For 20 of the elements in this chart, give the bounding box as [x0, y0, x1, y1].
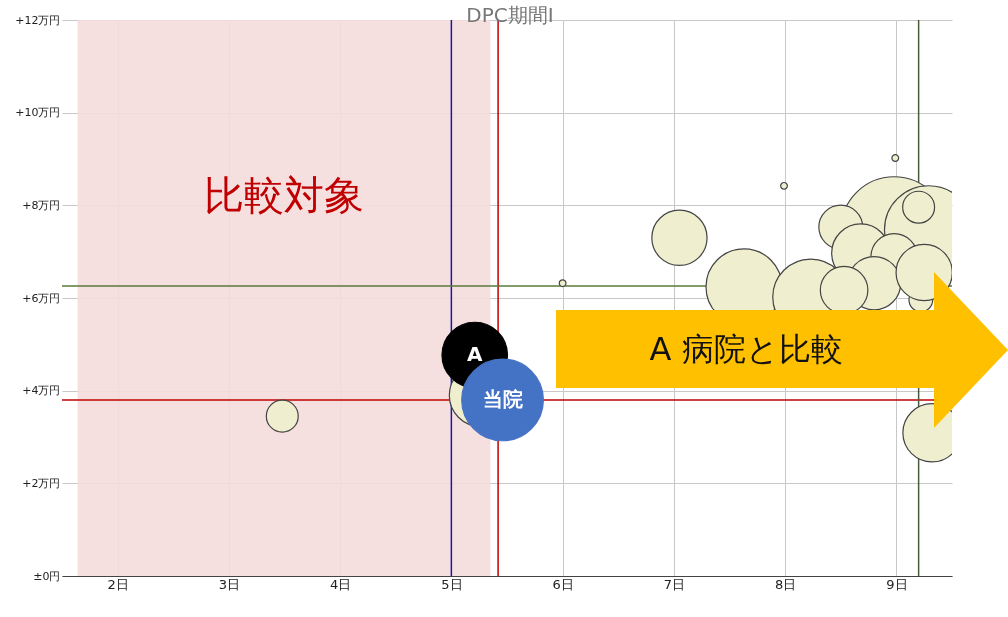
x-tick-label: 8日 [774, 576, 797, 592]
y-tick-label: +12万円 [15, 13, 61, 27]
chart-title: DPC期間Ⅰ [466, 3, 554, 27]
x-tick-label: 7日 [663, 576, 686, 592]
y-tick-label: ±0円 [33, 569, 61, 583]
x-tick-label: 4日 [329, 576, 352, 592]
annotation: A 病院と比較 [648, 329, 844, 370]
y-tick-label: +10万円 [15, 106, 61, 120]
y-tick-label: +4万円 [22, 384, 61, 398]
y-tick-label: +8万円 [22, 198, 61, 212]
y-tick-label: +6万円 [22, 291, 61, 305]
x-tick-label: 6日 [552, 576, 574, 592]
series-label: 当院 [482, 386, 523, 411]
x-tick-label: 5日 [441, 576, 463, 592]
x-tick-label: 3日 [218, 576, 241, 592]
x-tick-label: 9日 [886, 576, 908, 592]
series-label: A [467, 341, 483, 366]
band-label: 比較対象 [203, 172, 364, 218]
x-tick-label: 2日 [107, 576, 129, 592]
y-tick-label: +2万円 [22, 476, 61, 490]
